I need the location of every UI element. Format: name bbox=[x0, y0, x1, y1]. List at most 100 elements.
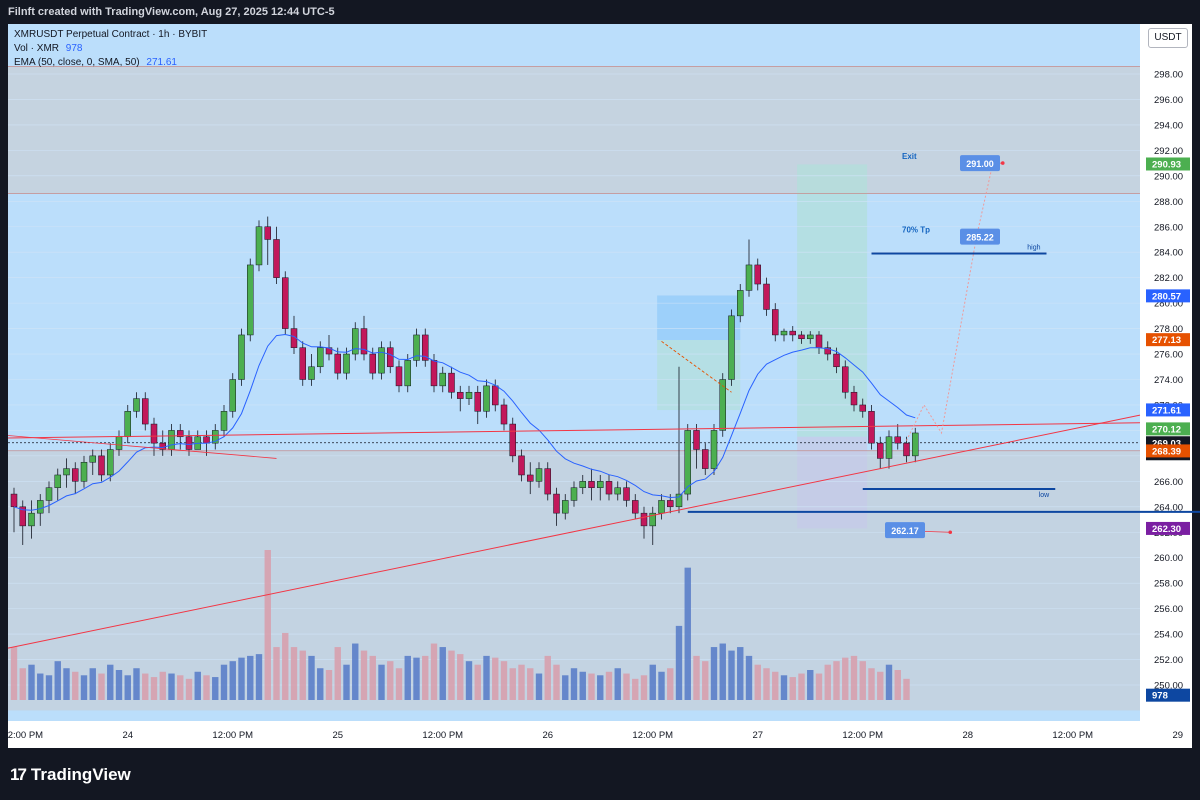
annotation-value-1: 285.22 bbox=[966, 233, 994, 243]
candle-85 bbox=[754, 258, 761, 291]
volume-bar-80 bbox=[710, 647, 718, 700]
volume-bar-75 bbox=[667, 668, 674, 700]
annotation-value-0: 291.00 bbox=[966, 159, 994, 169]
candle-30 bbox=[273, 226, 280, 285]
candle-5 bbox=[54, 468, 61, 501]
candle-3 bbox=[37, 494, 44, 526]
rising-trendline bbox=[7, 414, 1141, 649]
candle-body-71 bbox=[632, 500, 639, 514]
candle-body-103 bbox=[912, 432, 919, 457]
price-tag-label-1: 280.57 bbox=[1152, 291, 1181, 302]
volume-bar-43 bbox=[387, 661, 394, 700]
candle-32 bbox=[290, 315, 298, 355]
candle-102 bbox=[903, 436, 910, 463]
volume-bar-31 bbox=[282, 632, 289, 700]
candle-body-76 bbox=[675, 493, 683, 508]
volume-bar-52 bbox=[465, 661, 473, 700]
volume-bar-67 bbox=[597, 675, 604, 700]
candle-body-2 bbox=[28, 512, 35, 527]
price-tick-label-3: 256.00 bbox=[1154, 604, 1183, 615]
volume-bar-6 bbox=[63, 668, 70, 700]
volume-bar-24 bbox=[220, 664, 228, 700]
volume-bar-41 bbox=[369, 655, 376, 700]
currency-button[interactable]: USDT bbox=[1148, 28, 1188, 48]
candle-body-3 bbox=[37, 500, 44, 514]
candle-body-19 bbox=[177, 430, 184, 438]
annotation-box-2 bbox=[885, 522, 925, 539]
candle-body-45 bbox=[404, 360, 411, 387]
candle-body-50 bbox=[448, 372, 455, 393]
volume-bar-5 bbox=[54, 661, 61, 700]
candle-body-11 bbox=[107, 449, 114, 476]
candle-45 bbox=[404, 354, 411, 393]
candle-body-63 bbox=[562, 500, 569, 514]
flat-trendline bbox=[7, 422, 1141, 439]
candle-1 bbox=[19, 500, 26, 545]
volume-bar-70 bbox=[623, 673, 630, 700]
candle-body-91 bbox=[807, 334, 814, 340]
candle-body-52 bbox=[465, 391, 473, 399]
candle-53 bbox=[474, 385, 481, 425]
candle-7 bbox=[72, 462, 79, 495]
top-credit-bar: Filnft created with TradingView.com, Aug… bbox=[0, 0, 1200, 24]
candle-body-38 bbox=[343, 353, 350, 374]
candle-91 bbox=[807, 331, 814, 344]
candle-body-88 bbox=[780, 330, 788, 336]
volume-bar-77 bbox=[684, 567, 691, 700]
time-tick-label-5: 26 bbox=[542, 730, 553, 741]
candle-40 bbox=[360, 315, 368, 361]
volume-bar-56 bbox=[500, 661, 508, 700]
volume-bar-13 bbox=[124, 675, 131, 700]
price-tag-label-7: 262.30 bbox=[1152, 524, 1181, 535]
candle-77 bbox=[684, 424, 691, 501]
candle-64 bbox=[570, 481, 578, 507]
candle-97 bbox=[859, 398, 866, 418]
candle-body-97 bbox=[859, 404, 866, 412]
price-tag-6 bbox=[1146, 444, 1190, 458]
candle-69 bbox=[614, 481, 621, 501]
candle-63 bbox=[562, 494, 569, 520]
volume-bar-46 bbox=[413, 657, 420, 700]
volume-bar-92 bbox=[815, 673, 823, 700]
volume-bar-98 bbox=[868, 668, 875, 700]
candle-body-5 bbox=[54, 474, 61, 488]
candle-body-56 bbox=[500, 404, 508, 425]
candle-body-99 bbox=[877, 442, 884, 459]
price-tag-2 bbox=[1146, 333, 1190, 347]
volume-bar-101 bbox=[894, 670, 901, 700]
price-tick-label-21: 292.00 bbox=[1154, 146, 1183, 157]
candle-body-27 bbox=[247, 264, 254, 336]
brand-name: TradingView bbox=[30, 765, 131, 784]
volume-bar-96 bbox=[850, 655, 858, 700]
candle-body-46 bbox=[413, 334, 420, 361]
candle-body-29 bbox=[264, 226, 271, 240]
volume-bar-100 bbox=[885, 664, 893, 700]
candle-body-13 bbox=[124, 411, 131, 438]
candle-24 bbox=[220, 404, 228, 437]
volume-bar-21 bbox=[194, 671, 201, 700]
candle-body-61 bbox=[544, 468, 551, 495]
candle-body-85 bbox=[754, 264, 761, 285]
candle-59 bbox=[527, 462, 534, 495]
volume-bar-7 bbox=[72, 671, 79, 700]
candle-body-69 bbox=[614, 487, 621, 495]
volume-bar-45 bbox=[404, 655, 411, 700]
price-tag-4 bbox=[1146, 422, 1190, 436]
candle-body-43 bbox=[387, 347, 394, 368]
volume-bar-51 bbox=[457, 654, 464, 700]
candle-25 bbox=[229, 373, 236, 418]
candle-body-35 bbox=[317, 347, 324, 368]
price-tick-label-23: 296.00 bbox=[1154, 95, 1183, 106]
volume-bar-89 bbox=[789, 677, 796, 700]
volume-bar-59 bbox=[527, 668, 534, 700]
volume-bar-2 bbox=[28, 664, 35, 700]
volume-bar-40 bbox=[360, 650, 368, 700]
volume-bar-79 bbox=[702, 661, 709, 700]
candle-66 bbox=[588, 468, 595, 501]
tradingview-logo-icon: 17 bbox=[10, 765, 27, 784]
candle-60 bbox=[535, 462, 543, 488]
candle-body-72 bbox=[640, 512, 648, 527]
volume-bar-23 bbox=[212, 677, 219, 700]
upper-range-band bbox=[8, 66, 1140, 194]
